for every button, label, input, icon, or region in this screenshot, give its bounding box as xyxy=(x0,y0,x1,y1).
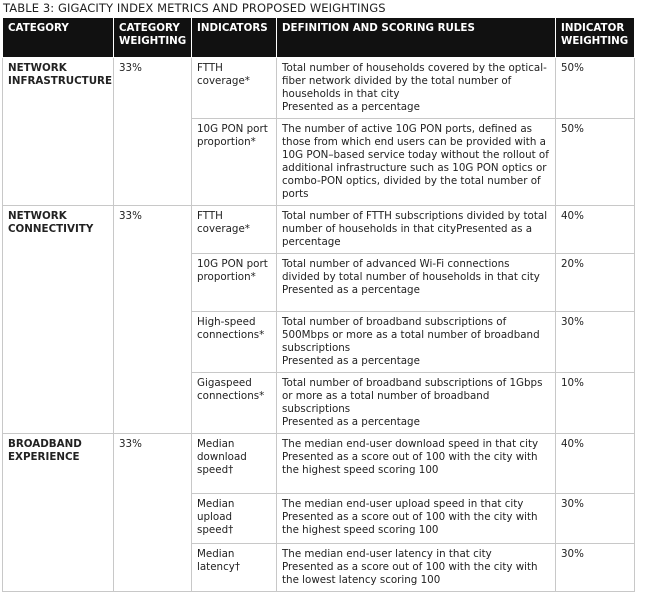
definition-cell: Total number of households covered by th… xyxy=(276,57,556,119)
indicator-weighting-cell: 30% xyxy=(555,543,635,592)
indicator-weighting-cell: 20% xyxy=(555,253,635,312)
definition-line: Presented as a percentage xyxy=(282,284,420,296)
header-cell: INDICATOR WEIGHTING xyxy=(555,17,635,58)
definition-cell: Total number of broadband subscriptions … xyxy=(276,311,556,373)
table-row: Median latency† The median end-user laten… xyxy=(3,543,635,592)
indicator-cell: High-speed connections* xyxy=(191,311,277,373)
indicator-cell: Gigaspeed connections* xyxy=(191,372,277,434)
definition-line: Presented as a score out of 100 with the… xyxy=(282,561,538,586)
definition-cell: The median end-user upload speed in that… xyxy=(276,493,556,544)
definition-cell: The median end-user latency in that city… xyxy=(276,543,556,592)
definition-line: Total number of advanced Wi-Fi connectio… xyxy=(282,258,540,283)
definition-cell: The median end-user download speed in th… xyxy=(276,433,556,494)
table-body: NETWORK INFRASTRUCTURE 33% FTTH coverage* T… xyxy=(2,57,635,592)
category-weighting-cell: 33% xyxy=(113,205,192,434)
definition-line: Presented as a score out of 100 with the… xyxy=(282,511,538,536)
category-weighting-cell: 33% xyxy=(113,433,192,592)
definition-cell: The number of active 10G PON ports, defi… xyxy=(276,118,556,206)
indicator-cell: Median download speed† xyxy=(191,433,277,494)
header-row: CATEGORY CATEGORY WEIGHTING INDICATORS DEFI… xyxy=(2,17,635,58)
header-cell: INDICATORS xyxy=(191,17,277,58)
header-cell: CATEGORY xyxy=(2,17,114,58)
table-title: TABLE 3: GIGACITY INDEX METRICS AND PROP… xyxy=(3,1,386,15)
definition-line: Total number of broadband subscriptions … xyxy=(282,316,540,354)
category-weighting-cell: 33% xyxy=(113,57,192,206)
header-cell: DEFINITION AND SCORING RULES xyxy=(276,17,556,58)
definition-line: Total number of households covered by th… xyxy=(282,62,547,100)
definition-line: Total number of FTTH subscriptions divid… xyxy=(282,210,548,248)
definition-line: Total number of broadband subscriptions … xyxy=(282,377,543,415)
indicator-weighting-cell: 40% xyxy=(555,433,635,494)
table-row: 10G PON port proportion* Total number of … xyxy=(3,253,635,312)
indicator-weighting-cell: 40% xyxy=(555,205,635,254)
indicator-cell: FTTH coverage* xyxy=(191,205,277,254)
header-cell: CATEGORY WEIGHTING xyxy=(113,17,192,58)
table-row: High-speed connections* Total number of b… xyxy=(3,311,635,373)
indicator-cell: Median upload speed† xyxy=(191,493,277,544)
definition-line: Presented as a score out of 100 with the… xyxy=(282,451,538,476)
indicator-cell: 10G PON port proportion* xyxy=(191,253,277,312)
category-cell: NETWORK CONNECTIVITY xyxy=(2,205,114,434)
indicator-cell: Median latency† xyxy=(191,543,277,592)
definition-line: Presented as a percentage xyxy=(282,416,420,428)
definition-line: The median end-user upload speed in that… xyxy=(282,498,524,510)
indicator-weighting-cell: 30% xyxy=(555,311,635,373)
definition-cell: Total number of FTTH subscriptions divid… xyxy=(276,205,556,254)
category-cell: BROADBAND EXPERIENCE xyxy=(2,433,114,592)
definition-line: Presented as a percentage xyxy=(282,101,420,113)
indicator-weighting-cell: 50% xyxy=(555,57,635,119)
category-cell: NETWORK INFRASTRUCTURE xyxy=(2,57,114,206)
definition-line: The median end-user download speed in th… xyxy=(282,438,539,450)
indicator-cell: FTTH coverage* xyxy=(191,57,277,119)
table-row: NETWORK INFRASTRUCTURE 33% FTTH coverage* T… xyxy=(2,57,635,206)
indicator-weighting-cell: 30% xyxy=(555,493,635,544)
definition-line: Presented as a percentage xyxy=(282,355,420,367)
indicator-weighting-cell: 10% xyxy=(555,372,635,434)
table-row: Median upload speed† The median end-user … xyxy=(3,493,635,544)
definition-line: The number of active 10G PON ports, defi… xyxy=(282,123,549,200)
table-row: NETWORK CONNECTIVITY 33% FTTH coverage* Tot… xyxy=(2,205,635,434)
definition-cell: Total number of advanced Wi-Fi connectio… xyxy=(276,253,556,312)
definition-line: The median end-user latency in that city xyxy=(282,548,492,560)
metrics-table: CATEGORY CATEGORY WEIGHTING INDICATORS DEFI… xyxy=(2,17,635,592)
definition-cell: Total number of broadband subscriptions … xyxy=(276,372,556,434)
table-row: BROADBAND EXPERIENCE 33% Median download s… xyxy=(2,433,635,592)
indicator-cell: 10G PON port proportion* xyxy=(191,118,277,206)
indicator-weighting-cell: 50% xyxy=(555,118,635,206)
